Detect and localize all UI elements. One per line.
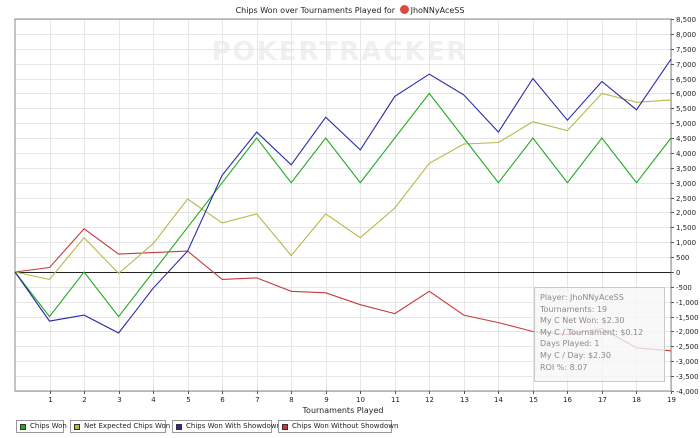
y-tick-label: 3,500 bbox=[676, 165, 696, 173]
y-tick-label: -1,000 bbox=[676, 299, 699, 307]
x-tick-label: 16 bbox=[563, 396, 572, 404]
info-per-tournament: My C / Tournament: $0.12 bbox=[540, 327, 644, 337]
series-line-chips-won bbox=[14, 92, 672, 318]
x-tick-label: 11 bbox=[391, 396, 400, 404]
y-tick-label: 7,000 bbox=[676, 61, 696, 69]
info-days-played: Days Played: 1 bbox=[540, 339, 600, 349]
legend-item-without-showdown[interactable]: Chips Won Without Showdown bbox=[278, 420, 398, 433]
plot-frame bbox=[14, 18, 672, 392]
x-tick-label: 9 bbox=[324, 396, 328, 404]
legend-label: Net Expected Chips Won bbox=[84, 422, 171, 430]
x-tick-label: 14 bbox=[494, 396, 503, 404]
legend-item-chips-won[interactable]: Chips Won bbox=[16, 420, 67, 433]
x-tick-label: 19 bbox=[667, 396, 676, 404]
watermark: POKERTRACKER bbox=[212, 37, 469, 67]
x-tick-label: 7 bbox=[255, 396, 259, 404]
info-tournaments: Tournaments: 19 bbox=[540, 304, 608, 314]
y-tick-label: -2,500 bbox=[676, 343, 699, 351]
x-tick-label: 10 bbox=[356, 396, 365, 404]
y-tick-label: 8,000 bbox=[676, 31, 696, 39]
x-tick-label: 5 bbox=[186, 396, 190, 404]
y-tick-label: 1,000 bbox=[676, 239, 696, 247]
y-tick-label: 1,500 bbox=[676, 224, 696, 232]
y-tick-label: -3,500 bbox=[676, 373, 699, 381]
series-line-net-expected-chips-won bbox=[14, 92, 672, 281]
legend-swatch-with-showdown bbox=[176, 424, 182, 430]
x-tick-label: 8 bbox=[289, 396, 293, 404]
x-tick-label: 15 bbox=[529, 396, 538, 404]
x-tick-label: 13 bbox=[460, 396, 469, 404]
y-tick-label: 500 bbox=[676, 254, 689, 262]
legend-swatch-net-expected bbox=[74, 424, 80, 430]
y-tick-label: -4,000 bbox=[676, 388, 699, 396]
stats-info-box: Player: JhoNNyAceSS Tournaments: 19 My C… bbox=[534, 287, 665, 382]
y-tick-label: 3,000 bbox=[676, 180, 696, 188]
legend-item-net-expected[interactable]: Net Expected Chips Won bbox=[70, 420, 170, 433]
legend-swatch-chips-won bbox=[20, 424, 26, 430]
x-tick-label: 6 bbox=[220, 396, 225, 404]
y-tick-label: 2,500 bbox=[676, 195, 696, 203]
chart-legend: Chips Won Net Expected Chips Won Chips W… bbox=[0, 416, 700, 438]
x-tick-label: 1 bbox=[48, 396, 52, 404]
series-line-chips-won-with-showdown bbox=[14, 58, 672, 334]
legend-label: Chips Won Without Showdown bbox=[292, 422, 399, 430]
chart-title: Chips Won over Tournaments Played for Jh… bbox=[0, 5, 700, 15]
x-tick-label: 17 bbox=[598, 396, 607, 404]
legend-item-with-showdown[interactable]: Chips Won With Showdown bbox=[172, 420, 281, 433]
y-tick-label: 8,500 bbox=[676, 16, 696, 24]
legend-label: Chips Won bbox=[30, 422, 67, 430]
y-tick-label: 0 bbox=[676, 269, 680, 277]
x-axis-label: Tournaments Played bbox=[302, 406, 384, 415]
y-tick-label: 6,000 bbox=[676, 90, 696, 98]
info-per-day: My C / Day: $2.30 bbox=[540, 350, 611, 360]
y-tick-label: 5,500 bbox=[676, 105, 696, 113]
legend-swatch-without-showdown bbox=[282, 424, 288, 430]
y-tick-label: 4,500 bbox=[676, 135, 696, 143]
y-tick-label: 2,000 bbox=[676, 209, 696, 217]
y-tick-label: -3,000 bbox=[676, 358, 699, 366]
legend-label: Chips Won With Showdown bbox=[186, 422, 281, 430]
player-icon bbox=[399, 5, 409, 14]
y-tick-label: 6,500 bbox=[676, 76, 696, 84]
info-player: Player: JhoNNyAceSS bbox=[540, 293, 624, 302]
x-tick-label: 4 bbox=[151, 396, 156, 404]
y-tick-label: -500 bbox=[676, 284, 692, 292]
y-tick-label: -2,000 bbox=[676, 328, 699, 336]
player-name: JhoNNyAceSS bbox=[410, 6, 465, 15]
info-roi: ROI %: 8.07 bbox=[540, 362, 588, 372]
x-tick-label: 3 bbox=[117, 396, 121, 404]
y-tick-label: 7,500 bbox=[676, 46, 696, 54]
chart-title-text: Chips Won over Tournaments Played for bbox=[235, 6, 396, 15]
info-net-won: My C Net Won: $2.30 bbox=[540, 316, 625, 326]
x-tick-label: 2 bbox=[82, 396, 86, 404]
x-tick-label: 18 bbox=[632, 396, 641, 404]
y-tick-label: 5,000 bbox=[676, 120, 696, 128]
y-tick-label: 4,000 bbox=[676, 150, 696, 158]
x-tick-label: 12 bbox=[425, 396, 434, 404]
y-tick-label: -1,500 bbox=[676, 314, 699, 322]
